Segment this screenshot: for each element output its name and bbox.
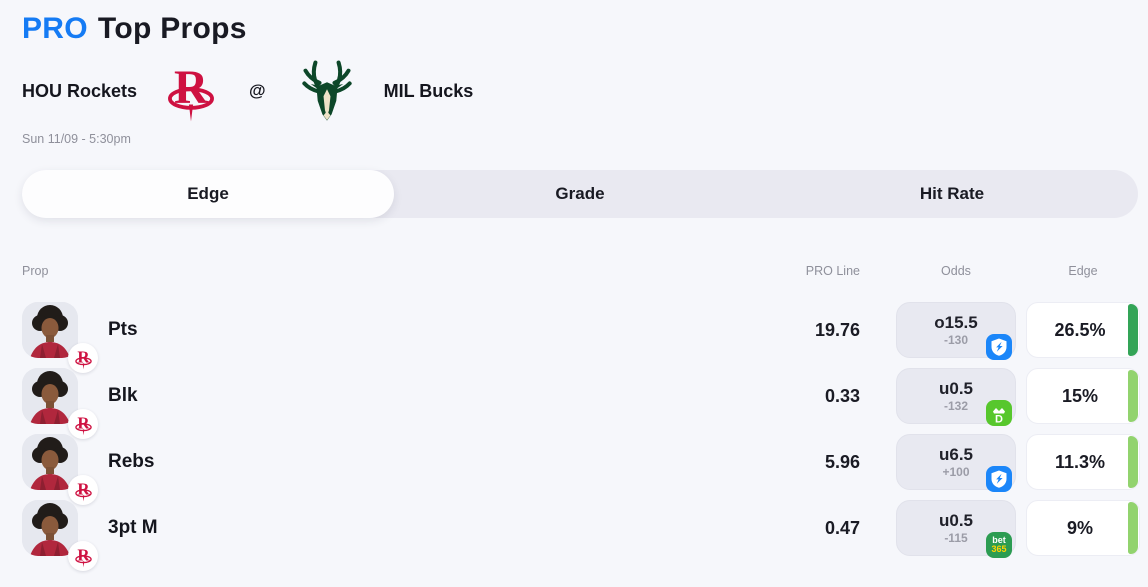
player-avatar <box>22 500 98 571</box>
prop-label: Rebs <box>108 451 155 472</box>
rockets-badge-icon <box>68 541 98 571</box>
odds-button[interactable]: u0.5 -115 bet 365 <box>896 500 1016 558</box>
home-team-name: MIL Bucks <box>383 80 474 101</box>
page-title: PRO Top Props <box>22 12 1140 46</box>
edge-cell: 26.5% <box>1026 302 1140 358</box>
bet365-text-top: bet <box>992 535 1006 545</box>
odds-price: -132 <box>943 398 969 413</box>
odds-button[interactable]: o15.5 -130 <box>896 302 1016 360</box>
draftkings-icon <box>986 400 1012 426</box>
edge-indicator-bar <box>1128 436 1138 488</box>
table-row: Rebs 5.96 u6.5 +100 11.3% <box>22 434 1140 505</box>
tab-grade[interactable]: Grade <box>555 184 605 203</box>
game-datetime: Sun 11/09 - 5:30pm <box>22 132 131 146</box>
odds-price: +100 <box>942 464 970 479</box>
matchup-header: HOU Rockets @ MIL Bucks <box>22 58 1140 124</box>
prop-label: Pts <box>108 319 138 340</box>
bucks-logo-icon <box>298 59 356 123</box>
rockets-badge-icon <box>68 409 98 439</box>
odds-line: u0.5 <box>938 511 974 531</box>
edge-cell: 15% <box>1026 368 1140 424</box>
pro-line-value: 5.96 <box>824 451 860 472</box>
odds-line: u6.5 <box>938 445 974 465</box>
edge-value: 11.3% <box>1054 451 1106 472</box>
player-avatar <box>22 434 98 505</box>
bet365-text-bottom: 365 <box>991 544 1007 554</box>
column-header-pro-line: PRO Line <box>805 264 860 278</box>
table-row: Pts 19.76 o15.5 -130 26.5% <box>22 302 1140 373</box>
prop-label: Blk <box>108 385 138 406</box>
edge-cell: 11.3% <box>1026 434 1140 490</box>
odds-button[interactable]: u0.5 -132 <box>896 368 1016 426</box>
odds-line: u0.5 <box>938 379 974 399</box>
edge-value: 26.5% <box>1054 319 1106 340</box>
rockets-logo-icon <box>165 59 217 123</box>
prop-label: 3pt M <box>108 517 158 538</box>
rockets-badge-icon <box>68 343 98 373</box>
at-symbol: @ <box>249 81 266 100</box>
pro-badge: PRO <box>22 12 88 45</box>
tab-hit-rate[interactable]: Hit Rate <box>919 184 985 203</box>
column-header-edge: Edge <box>1068 264 1098 278</box>
player-avatar <box>22 302 98 373</box>
table-row: 3pt M 0.47 u0.5 -115 bet 365 9% <box>22 500 1140 571</box>
odds-button[interactable]: u6.5 +100 <box>896 434 1016 492</box>
player-avatar <box>22 368 98 439</box>
tab-edge[interactable]: Edge <box>22 170 394 218</box>
edge-indicator-bar <box>1128 370 1138 422</box>
prop-cell: Pts <box>22 302 748 373</box>
edge-value: 9% <box>1066 517 1093 538</box>
prop-cell: Rebs <box>22 434 748 505</box>
prop-cell: Blk <box>22 368 748 439</box>
prop-cell: 3pt M <box>22 500 748 571</box>
table-row: Blk 0.33 u0.5 -132 15% <box>22 368 1140 439</box>
rockets-badge-icon <box>68 475 98 505</box>
pro-line-value: 19.76 <box>814 319 860 340</box>
edge-cell: 9% <box>1026 500 1140 556</box>
odds-price: -115 <box>944 530 968 545</box>
edge-indicator-bar <box>1128 502 1138 554</box>
away-team-name: HOU Rockets <box>22 80 138 101</box>
fanduel-icon <box>986 334 1012 360</box>
view-tab-bar: Edge Grade Hit Rate <box>22 170 1138 218</box>
column-header-odds: Odds <box>941 264 971 278</box>
page-title-text: Top Props <box>97 12 247 45</box>
table-header: Prop PRO Line Odds Edge <box>22 264 1140 278</box>
bet365-icon: bet 365 <box>986 532 1012 558</box>
pro-line-value: 0.47 <box>824 517 860 538</box>
column-header-prop: Prop <box>22 264 49 278</box>
pro-line-value: 0.33 <box>824 385 860 406</box>
edge-value: 15% <box>1061 385 1099 406</box>
fanduel-icon <box>986 466 1012 492</box>
edge-indicator-bar <box>1128 304 1138 356</box>
odds-price: -130 <box>943 332 969 347</box>
odds-line: o15.5 <box>934 313 978 333</box>
